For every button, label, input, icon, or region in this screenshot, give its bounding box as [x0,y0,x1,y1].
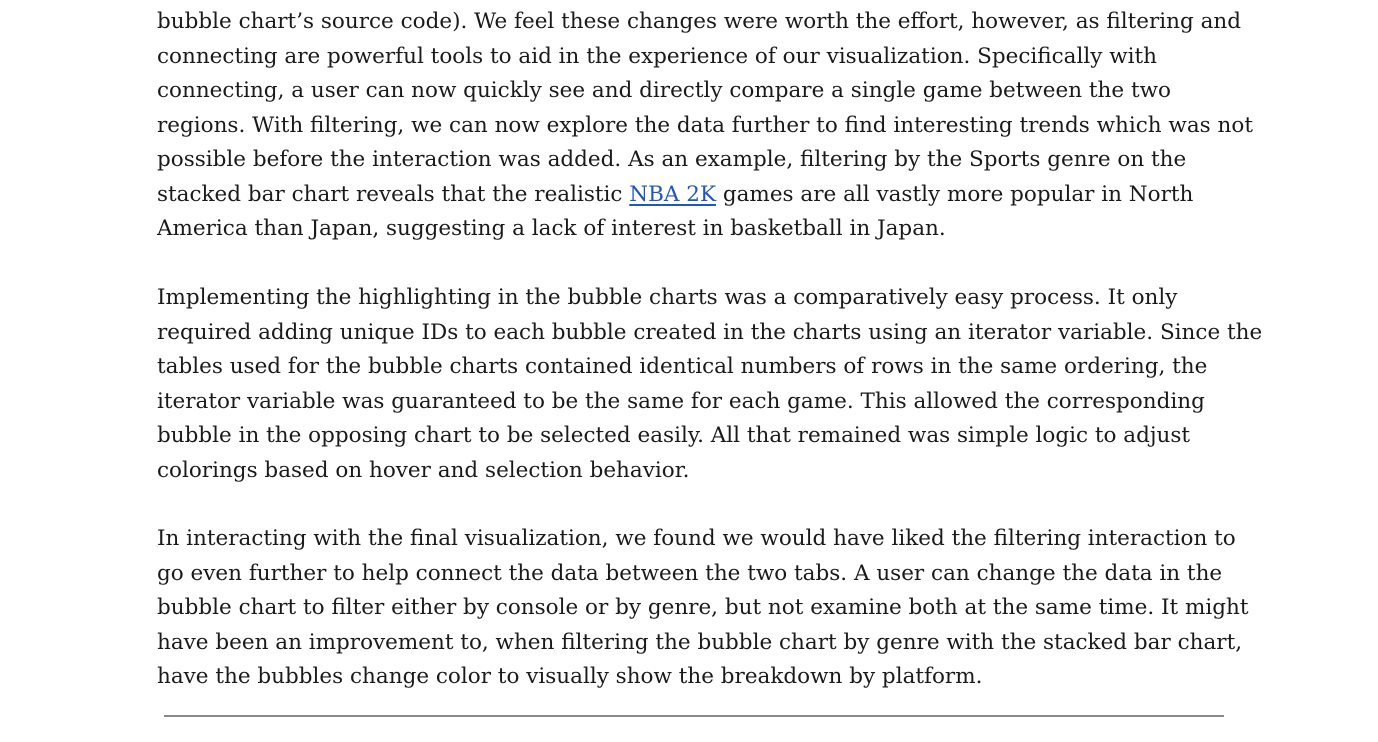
paragraph-highlighting: Implementing the highlighting in the bub… [157,281,1263,488]
text-segment: stacked bar chart reveals that the reali… [157,181,630,207]
text-line: possible before the interaction was adde… [157,147,1187,172]
text-line: go even further to help connect the data… [157,560,1223,586]
text-line: Implementing the highlighting in the bub… [157,285,1178,310]
text-line: regions. With filtering, we can now expl… [157,112,1253,138]
text-line-with-link: stacked bar chart reveals that the reali… [157,178,1247,213]
text-line: iterator variable was guaranteed to be t… [157,388,1205,414]
text-line: bubble chart’s source code). We feel the… [157,9,1241,34]
text-line: connecting, a user can now quickly see a… [157,78,1171,103]
paragraph-filtering-connecting: bubble chart’s source code). We feel the… [157,5,1253,247]
paragraph-final-visualization: In interacting with the final visualizat… [157,522,1249,695]
horizontal-divider [164,715,1224,717]
text-segment: games are all vastly more popular in Nor… [716,181,1194,207]
text-line: required adding unique IDs to each bubbl… [157,319,1263,345]
text-line: connecting are powerful tools to aid in … [157,43,1157,69]
text-line: have the bubbles change color to visuall… [157,664,983,689]
text-line: America than Japan, suggesting a lack of… [157,216,946,241]
nba-2k-link[interactable]: NBA 2K [629,181,717,207]
text-line: tables used for the bubble charts contai… [157,354,1208,379]
text-line: have been an improvement to, when filter… [157,629,1243,655]
text-line: bubble chart to filter either by console… [157,595,1249,620]
text-line: bubble in the opposing chart to be selec… [157,423,1191,448]
text-line: In interacting with the final visualizat… [157,526,1236,551]
text-line: colorings based on hover and selection b… [157,457,690,483]
